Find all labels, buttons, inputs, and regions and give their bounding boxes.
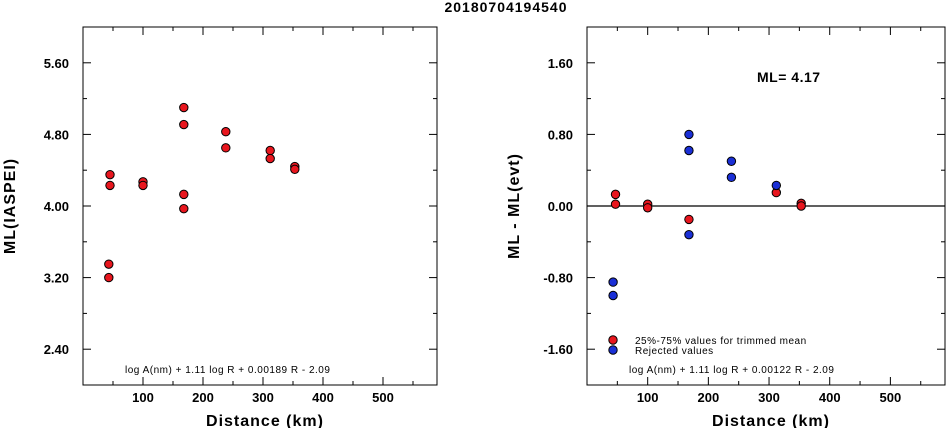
figure-title: 20180704194540 [444,0,567,15]
legend-marker [608,345,618,355]
y-axis-title: ML - ML(evt) [506,153,523,259]
y-tick-label: 2.40 [44,342,69,357]
x-tick-label: 300 [252,390,274,405]
data-point [771,180,782,191]
data-point [610,199,621,209]
y-tick-label: -0.80 [543,271,573,286]
y-tick-label: 3.20 [44,271,69,286]
ml-annotation: ML= 4.17 [757,69,821,85]
x-tick-label: 200 [192,390,214,405]
data-point [796,201,806,211]
y-tick-label: 1.60 [548,56,573,71]
right-panel: 100 200 300 400 500 -1.60 -0.80 0.00 0.80 1.60 Dis… [506,26,946,428]
data-point [105,169,115,180]
x-tick-label: 300 [758,390,780,405]
data-point [684,214,694,225]
x-tick-label: 400 [819,390,841,405]
data-point [726,172,737,183]
x-tick-label: 100 [637,390,659,405]
x-axis-title: Distance (km) [712,413,830,428]
data-point [290,164,300,175]
legend-label: Rejected values [635,346,714,357]
left-plot-frame [82,26,438,386]
legend-label: 25%-75% values for trimmed mean [635,336,807,347]
y-tick-label: -1.60 [543,342,573,357]
legend-marker [608,335,618,345]
x-tick-label: 500 [372,390,394,405]
data-point [608,290,618,301]
data-point [726,156,737,166]
data-point [684,129,694,140]
data-point [221,127,231,137]
x-tick-label: 400 [312,390,334,405]
data-point [104,272,114,283]
y-tick-label: 0.00 [548,199,573,214]
data-point [179,189,189,200]
data-point [642,203,653,213]
data-point [138,180,148,191]
data-point [104,259,114,269]
data-point [684,229,694,240]
data-point [179,102,189,113]
y-axis-title: ML(IASPEI) [2,158,19,254]
x-tick-label: 100 [132,390,154,405]
data-point [610,189,621,200]
formula-note: log A(nm) + 1.11 log R + 0.00122 R - 2.0… [629,365,834,376]
data-point [608,277,618,287]
y-tick-label: 5.60 [44,56,69,71]
x-tick-label: 200 [698,390,720,405]
y-tick-label: 4.80 [44,127,69,142]
formula-note: log A(nm) + 1.11 log R + 0.00189 R - 2.0… [125,365,330,376]
x-axis-title: Distance (km) [206,413,324,428]
data-point [221,143,231,153]
data-point [179,119,189,130]
data-point [105,180,115,191]
y-tick-label: 4.00 [44,199,69,214]
data-point [265,145,275,156]
left-panel: 100 200 300 400 500 2.40 3.20 4.00 4.80 5.60 Dista… [2,26,438,428]
data-point [265,153,275,164]
y-tick-label: 0.80 [548,127,573,142]
data-point [179,203,189,214]
data-point [684,145,694,156]
x-tick-label: 500 [880,390,902,405]
